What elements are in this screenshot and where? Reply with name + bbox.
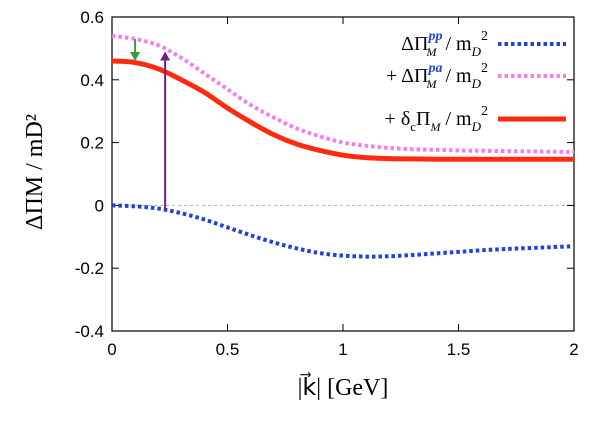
axis-ticks: 0 0.5 1 1.5 2 -0.4 -0.2 0 0.2 0.4 0.6 xyxy=(75,8,579,359)
series-line-0 xyxy=(111,203,575,259)
x-tick-label: 1.5 xyxy=(447,340,471,359)
x-tick-label: 1 xyxy=(338,340,347,359)
series-line-2 xyxy=(111,58,574,162)
legend-label-1: + ΔΠpa M / mD2 xyxy=(386,61,488,91)
y-tick-label: 0 xyxy=(95,196,104,215)
legend-label-2: + δcΠM / mD2 xyxy=(385,104,488,134)
series-line-1 xyxy=(111,33,575,155)
arrow-annotations xyxy=(130,38,171,211)
y-tick-label: 0.6 xyxy=(80,8,104,27)
x-tick-label: 0.5 xyxy=(216,340,240,359)
plot-frame xyxy=(111,16,575,332)
y-tick-label: 0.2 xyxy=(80,134,104,153)
arrow-1-head xyxy=(160,51,171,61)
y-axis-label: ΔΠM / mD² xyxy=(22,114,48,230)
series-lines xyxy=(111,33,575,259)
x-tick-label: 2 xyxy=(569,340,578,359)
y-tick-label: -0.4 xyxy=(75,322,104,341)
legend-label-0: ΔΠpp M / mD2 xyxy=(401,29,488,59)
x-axis-label: |k⃗| [GeV] xyxy=(298,372,389,401)
y-tick-label: -0.2 xyxy=(75,259,104,278)
legend: ΔΠpp M / mD2+ ΔΠpa M / mD2 + δcΠM / mD2 xyxy=(385,29,566,134)
y-tick-label: 0.4 xyxy=(80,71,104,90)
x-tick-label: 0 xyxy=(107,340,116,359)
arrow-0-head xyxy=(130,51,141,61)
